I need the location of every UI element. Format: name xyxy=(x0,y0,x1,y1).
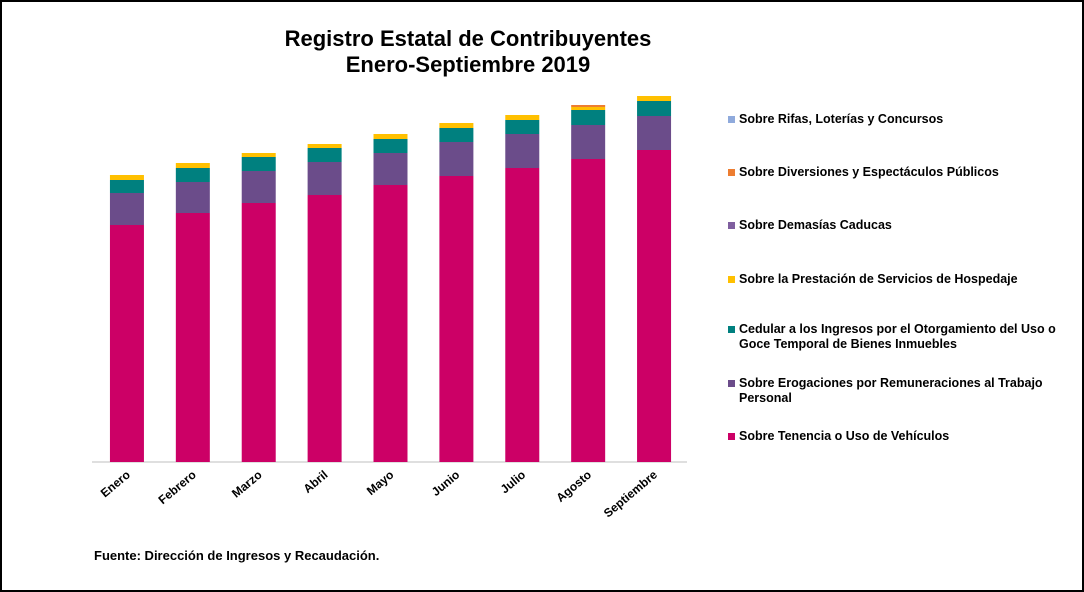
bar-segment xyxy=(241,203,276,462)
legend-swatch xyxy=(728,433,735,440)
legend-item: Sobre Rifas, Loterías y Concursos xyxy=(728,112,1068,127)
bar-segment xyxy=(175,182,210,213)
bar-segment xyxy=(109,175,144,180)
bar-segment xyxy=(637,150,672,462)
bar-segment xyxy=(175,213,210,462)
legend-swatch xyxy=(728,116,735,123)
bar-segment xyxy=(637,116,672,150)
bar-segment xyxy=(571,110,606,125)
legend-swatch xyxy=(728,380,735,387)
legend-label: Sobre la Prestación de Servicios de Hosp… xyxy=(739,272,1018,286)
x-tick-label: Septiembre xyxy=(601,467,660,520)
legend-item: Sobre Tenencia o Uso de Vehículos xyxy=(728,429,1068,444)
bar-segment xyxy=(307,148,342,162)
bar-segment xyxy=(505,168,540,462)
legend-swatch xyxy=(728,276,735,283)
bar-segment xyxy=(439,176,474,462)
legend-item: Sobre Erogaciones por Remuneraciones al … xyxy=(728,376,1068,406)
bar-segment xyxy=(307,144,342,148)
x-tick-label: Julio xyxy=(498,468,528,497)
legend-label: Cedular a los Ingresos por el Otorgamien… xyxy=(739,322,1056,351)
bar-segment xyxy=(241,171,276,203)
legend-swatch xyxy=(728,169,735,176)
bar-segment xyxy=(307,162,342,195)
x-tick-label: Enero xyxy=(98,468,133,501)
bar-segment xyxy=(571,105,606,107)
bar-segment xyxy=(637,96,672,101)
legend-label: Sobre Erogaciones por Remuneraciones al … xyxy=(739,376,1043,405)
chart-subtitle: Enero-Septiembre 2019 xyxy=(346,52,591,77)
x-tick-label: Febrero xyxy=(156,468,199,507)
bar-segment xyxy=(505,115,540,120)
bar-segment xyxy=(439,142,474,176)
legend-item: Cedular a los Ingresos por el Otorgamien… xyxy=(728,322,1068,352)
bar-segment xyxy=(175,163,210,168)
bar-segment xyxy=(241,153,276,157)
bar-segment xyxy=(175,168,210,182)
legend-swatch xyxy=(728,222,735,229)
bar-segment xyxy=(505,134,540,168)
bar-segment xyxy=(505,120,540,134)
legend-item: Sobre Demasías Caducas xyxy=(728,218,1068,233)
bar-segment xyxy=(109,180,144,193)
bar-segment xyxy=(637,101,672,116)
legend-item: Sobre la Prestación de Servicios de Hosp… xyxy=(728,272,1068,287)
legend-label: Sobre Tenencia o Uso de Vehículos xyxy=(739,429,950,443)
bar-segment xyxy=(439,128,474,142)
bar-segment xyxy=(109,193,144,225)
bar-segment xyxy=(439,123,474,128)
bar-segment xyxy=(307,195,342,462)
x-tick-label: Mayo xyxy=(364,468,397,498)
bar-segment xyxy=(241,157,276,171)
x-tick-label: Abril xyxy=(301,468,331,496)
legend-swatch xyxy=(728,326,735,333)
x-tick-label: Junio xyxy=(429,468,463,499)
bar-segment xyxy=(373,185,408,462)
bar-segment xyxy=(571,159,606,462)
bar-segment xyxy=(373,153,408,185)
x-tick-label: Agosto xyxy=(553,468,594,505)
legend-label: Sobre Diversiones y Espectáculos Público… xyxy=(739,165,999,179)
bar-segment xyxy=(571,125,606,159)
bar-segment xyxy=(109,225,144,462)
legend-label: Sobre Demasías Caducas xyxy=(739,218,892,232)
chart-title: Registro Estatal de Contribuyentes xyxy=(285,26,652,51)
bar-segment xyxy=(571,107,606,110)
bar-segment xyxy=(373,134,408,139)
source: Fuente: Dirección de Ingresos y Recaudac… xyxy=(94,548,379,563)
x-tick-label: Marzo xyxy=(229,468,265,501)
legend-item: Sobre Diversiones y Espectáculos Público… xyxy=(728,165,1068,180)
legend-label: Sobre Rifas, Loterías y Concursos xyxy=(739,112,944,126)
bar-segment xyxy=(373,139,408,153)
